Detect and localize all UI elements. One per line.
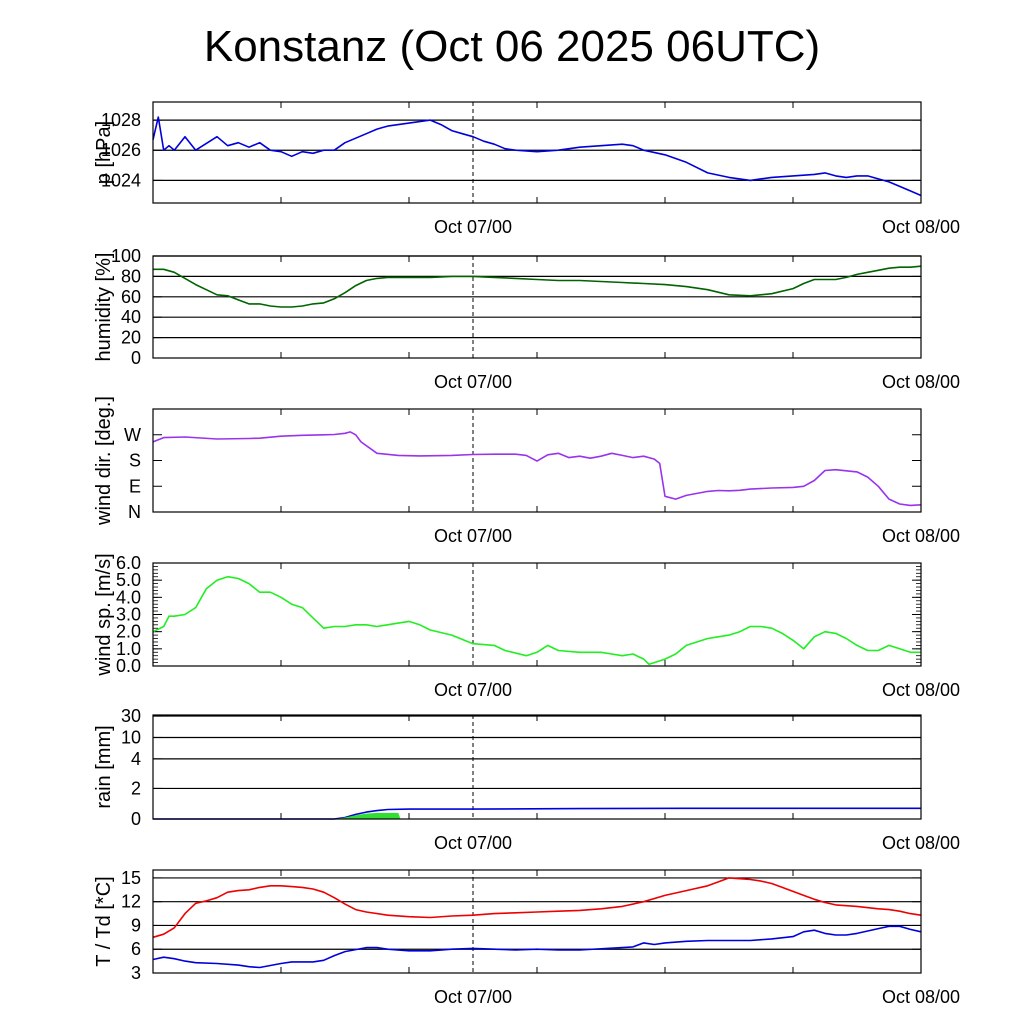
chart-title: Konstanz (Oct 06 2025 06UTC) bbox=[203, 22, 821, 71]
series-wind_speed-ff bbox=[152, 575, 921, 666]
xtick-label-temperature-0: Oct 07/00 bbox=[434, 987, 512, 1007]
frame-rain bbox=[152, 714, 922, 820]
ytick-label-rain-1: 2 bbox=[131, 778, 141, 798]
ytick-label-pressure-2: 1028 bbox=[101, 110, 141, 130]
ylabel-humidity: humidity [%] bbox=[93, 253, 115, 362]
ytick-label-wind_dir-2: S bbox=[129, 451, 141, 471]
frame-temperature bbox=[152, 869, 922, 974]
ytick-label-temperature-0: 3 bbox=[131, 963, 141, 983]
xtick-label-wind_dir-0: Oct 07/00 bbox=[434, 526, 512, 546]
ytick-label-rain-2: 4 bbox=[131, 749, 141, 769]
xtick-label-humidity-0: Oct 07/00 bbox=[434, 372, 512, 392]
ytick-label-humidity-3: 60 bbox=[121, 287, 141, 307]
ylabel-rain: rain [mm] bbox=[93, 725, 115, 808]
series-humidity-rh bbox=[153, 265, 922, 308]
panel-pressure: 1024 1026 1028 Oct 07/00 Oct 08/00 p [hPa] bbox=[93, 101, 960, 237]
xtick-label-humidity-1: Oct 08/00 bbox=[882, 372, 960, 392]
xtick-label-wind_speed-0: Oct 07/00 bbox=[434, 680, 512, 700]
xtick-label-rain-0: Oct 07/00 bbox=[434, 833, 512, 853]
ytick-label-wind_speed-0: 0.0 bbox=[116, 656, 141, 676]
ytick-label-wind_speed-6: 6.0 bbox=[116, 553, 141, 573]
ylabel-wind_speed: wind sp. [m/s] bbox=[93, 553, 115, 676]
ytick-label-temperature-1: 6 bbox=[131, 939, 141, 959]
xtick-label-wind_speed-1: Oct 08/00 bbox=[882, 680, 960, 700]
ytick-label-wind_dir-1: E bbox=[129, 476, 141, 496]
series-temperature-T bbox=[152, 877, 922, 939]
ylabel-pressure: p [hPa] bbox=[93, 121, 115, 184]
panel-wind_speed: 0.01.02.03.04.05.06.0 Oct 07/00 Oct 08/00 w… bbox=[93, 553, 960, 700]
ytick-label-wind_speed-5: 5.0 bbox=[116, 570, 141, 590]
ytick-label-rain-3: 10 bbox=[121, 727, 141, 747]
xtick-label-pressure-0: Oct 07/00 bbox=[434, 217, 512, 237]
ytick-label-rain-0: 0 bbox=[131, 809, 141, 829]
ytick-label-temperature-4: 15 bbox=[121, 868, 141, 888]
ytick-label-wind_speed-4: 4.0 bbox=[116, 587, 141, 607]
ylabel-temperature: T / Td [*C] bbox=[93, 876, 115, 966]
frame-pressure bbox=[152, 101, 922, 204]
ytick-label-wind_dir-0: N bbox=[128, 502, 141, 522]
xtick-label-rain-1: Oct 08/00 bbox=[882, 833, 960, 853]
ytick-label-humidity-5: 100 bbox=[111, 246, 141, 266]
frame-wind_dir bbox=[152, 408, 922, 513]
ytick-label-wind_speed-2: 2.0 bbox=[116, 622, 141, 642]
xtick-label-pressure-1: Oct 08/00 bbox=[882, 217, 960, 237]
ytick-label-wind_dir-3: W bbox=[124, 425, 141, 445]
panel-temperature: 3 6 9 12 15 Oct 07/00 Oct 08/00 T / Td [*C] bbox=[93, 868, 960, 1007]
ytick-label-humidity-1: 20 bbox=[121, 328, 141, 348]
ytick-label-humidity-2: 40 bbox=[121, 307, 141, 327]
ytick-label-temperature-3: 12 bbox=[121, 892, 141, 912]
xtick-label-wind_dir-1: Oct 08/00 bbox=[882, 526, 960, 546]
ytick-label-temperature-2: 9 bbox=[131, 915, 141, 935]
ytick-label-pressure-1: 1026 bbox=[101, 140, 141, 160]
series-temperature-Td bbox=[152, 925, 922, 969]
ytick-label-humidity-4: 80 bbox=[121, 266, 141, 286]
frame-humidity bbox=[152, 255, 922, 359]
frame-wind_speed bbox=[152, 562, 922, 667]
ytick-label-wind_speed-3: 3.0 bbox=[116, 605, 141, 625]
ylabel-wind_dir: wind dir. [deg.] bbox=[93, 396, 115, 526]
ytick-label-wind_speed-1: 1.0 bbox=[116, 639, 141, 659]
xtick-label-temperature-1: Oct 08/00 bbox=[882, 987, 960, 1007]
ytick-label-rain-4: 30 bbox=[121, 706, 141, 726]
ytick-label-pressure-0: 1024 bbox=[101, 170, 141, 190]
series-pressure-p bbox=[152, 116, 922, 197]
series-wind_dir-dir bbox=[152, 431, 922, 507]
ytick-label-humidity-0: 0 bbox=[131, 348, 141, 368]
series-rain-hourly bbox=[334, 812, 401, 819]
